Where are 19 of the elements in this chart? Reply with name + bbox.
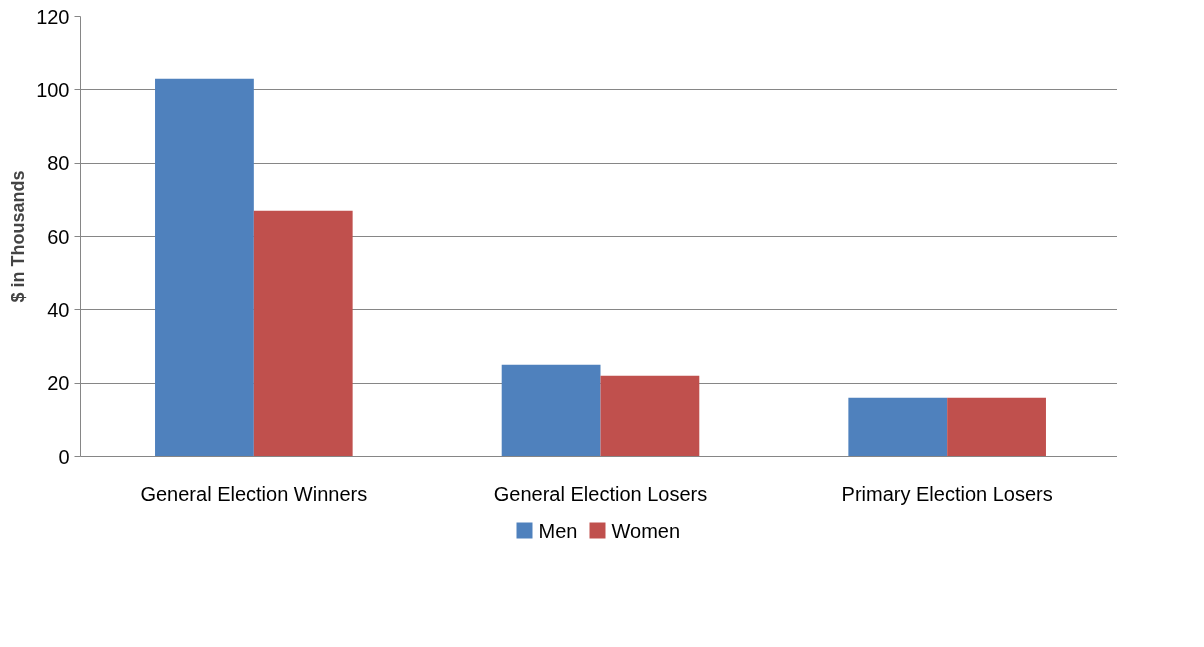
y-tick-label: 20	[47, 372, 70, 395]
y-tick-label: 80	[47, 152, 70, 175]
x-tick-label: Primary Election Losers	[841, 482, 1053, 505]
x-tick-label: General Election Losers	[493, 482, 708, 505]
y-axis-title: $ in Thousands	[8, 170, 29, 303]
bar	[253, 210, 353, 457]
y-tick-label: 60	[47, 225, 70, 248]
bar	[848, 397, 948, 457]
bar	[501, 364, 601, 457]
bar	[600, 375, 700, 457]
y-tick-label: 40	[47, 298, 70, 321]
y-tick-label: 0	[58, 445, 70, 468]
bar	[155, 78, 254, 457]
y-tick-label: 100	[36, 78, 70, 101]
y-tick-label: 120	[36, 5, 70, 28]
x-tick-label: General Election Winners	[140, 482, 368, 505]
bar	[947, 397, 1046, 457]
legend-label: Men	[538, 519, 578, 542]
legend-label: Women	[611, 519, 681, 542]
